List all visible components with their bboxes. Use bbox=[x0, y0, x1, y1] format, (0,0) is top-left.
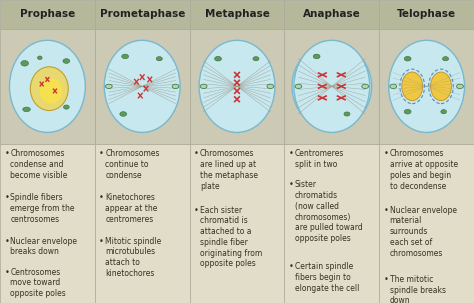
Text: •: • bbox=[99, 193, 104, 202]
FancyBboxPatch shape bbox=[379, 0, 474, 29]
Ellipse shape bbox=[402, 72, 423, 101]
FancyBboxPatch shape bbox=[284, 0, 379, 29]
Text: Certain spindle
fibers begin to
elongate the cell: Certain spindle fibers begin to elongate… bbox=[295, 262, 359, 293]
Text: Chromosomes
continue to
condense: Chromosomes continue to condense bbox=[105, 149, 160, 180]
FancyBboxPatch shape bbox=[379, 144, 474, 303]
Ellipse shape bbox=[199, 40, 275, 132]
Circle shape bbox=[172, 84, 179, 88]
Text: Chromosomes
arrive at opposite
poles and begin
to decondense: Chromosomes arrive at opposite poles and… bbox=[390, 149, 458, 191]
Circle shape bbox=[295, 84, 302, 88]
Text: Anaphase: Anaphase bbox=[303, 9, 361, 19]
Ellipse shape bbox=[64, 105, 69, 109]
FancyBboxPatch shape bbox=[190, 0, 284, 29]
Text: •: • bbox=[383, 206, 388, 215]
Ellipse shape bbox=[37, 56, 42, 60]
Ellipse shape bbox=[23, 107, 30, 112]
Ellipse shape bbox=[344, 112, 350, 116]
Circle shape bbox=[267, 84, 274, 88]
Text: •: • bbox=[289, 180, 293, 189]
Ellipse shape bbox=[294, 40, 370, 132]
FancyBboxPatch shape bbox=[95, 144, 190, 303]
Ellipse shape bbox=[253, 57, 259, 61]
Text: •: • bbox=[194, 206, 199, 215]
Text: •: • bbox=[4, 193, 9, 202]
Text: •: • bbox=[383, 149, 388, 158]
Ellipse shape bbox=[404, 109, 411, 114]
FancyBboxPatch shape bbox=[379, 29, 474, 144]
FancyBboxPatch shape bbox=[95, 29, 190, 144]
Ellipse shape bbox=[30, 67, 68, 111]
Ellipse shape bbox=[9, 40, 85, 132]
Text: •: • bbox=[4, 149, 9, 158]
Ellipse shape bbox=[122, 54, 128, 59]
Circle shape bbox=[105, 84, 112, 88]
Ellipse shape bbox=[443, 57, 448, 61]
Text: •: • bbox=[99, 149, 104, 158]
Text: •: • bbox=[383, 275, 388, 284]
Text: Each sister
chromatid is
attached to a
spindle fiber
originating from
opposite p: Each sister chromatid is attached to a s… bbox=[200, 206, 262, 268]
Text: Centromeres
split in two: Centromeres split in two bbox=[295, 149, 344, 169]
FancyBboxPatch shape bbox=[0, 29, 95, 144]
Ellipse shape bbox=[292, 44, 372, 129]
Text: Prometaphase: Prometaphase bbox=[100, 9, 185, 19]
Circle shape bbox=[362, 84, 369, 88]
Circle shape bbox=[390, 84, 397, 88]
FancyBboxPatch shape bbox=[190, 29, 284, 144]
Text: Metaphase: Metaphase bbox=[205, 9, 269, 19]
Text: Spindle fibers
emerge from the
centrosomes: Spindle fibers emerge from the centrosom… bbox=[10, 193, 75, 224]
Text: Telophase: Telophase bbox=[397, 9, 456, 19]
Text: Nuclear envelope
material
surrounds
each set of
chromosomes: Nuclear envelope material surrounds each… bbox=[390, 206, 456, 258]
Ellipse shape bbox=[215, 56, 221, 61]
FancyBboxPatch shape bbox=[284, 29, 379, 144]
Ellipse shape bbox=[40, 78, 63, 104]
Text: •: • bbox=[4, 237, 9, 246]
FancyBboxPatch shape bbox=[190, 144, 284, 303]
Ellipse shape bbox=[156, 57, 162, 61]
Text: •: • bbox=[99, 237, 104, 246]
Text: Mitotic spindle
microtubules
attach to
kinetochores: Mitotic spindle microtubules attach to k… bbox=[105, 237, 162, 278]
FancyBboxPatch shape bbox=[95, 0, 190, 29]
Circle shape bbox=[200, 84, 207, 88]
FancyBboxPatch shape bbox=[0, 144, 95, 303]
Ellipse shape bbox=[63, 59, 70, 63]
Ellipse shape bbox=[21, 61, 28, 66]
Text: Chromosomes
are lined up at
the metaphase
plate: Chromosomes are lined up at the metaphas… bbox=[200, 149, 258, 191]
Ellipse shape bbox=[389, 40, 465, 132]
Text: Chromosomes
condense and
become visible: Chromosomes condense and become visible bbox=[10, 149, 68, 180]
Ellipse shape bbox=[404, 56, 411, 61]
FancyBboxPatch shape bbox=[284, 144, 379, 303]
Ellipse shape bbox=[430, 72, 451, 101]
FancyBboxPatch shape bbox=[0, 0, 95, 29]
Text: Prophase: Prophase bbox=[20, 9, 75, 19]
Circle shape bbox=[456, 84, 464, 88]
Text: •: • bbox=[4, 268, 9, 277]
Text: Centrosomes
move toward
opposite poles: Centrosomes move toward opposite poles bbox=[10, 268, 66, 298]
Ellipse shape bbox=[313, 54, 320, 59]
Text: •: • bbox=[194, 149, 199, 158]
Text: •: • bbox=[289, 262, 293, 271]
Ellipse shape bbox=[104, 40, 180, 132]
Text: The mitotic
spindle breaks
down: The mitotic spindle breaks down bbox=[390, 275, 446, 303]
Ellipse shape bbox=[120, 112, 127, 116]
Text: Kinetochores
appear at the
centromeres: Kinetochores appear at the centromeres bbox=[105, 193, 157, 224]
Text: Sister
chromatids
(now called
chromosomes)
are pulled toward
opposite poles: Sister chromatids (now called chromosome… bbox=[295, 180, 363, 243]
Text: Nuclear envelope
breaks down: Nuclear envelope breaks down bbox=[10, 237, 77, 256]
Ellipse shape bbox=[441, 110, 447, 114]
Text: •: • bbox=[289, 149, 293, 158]
